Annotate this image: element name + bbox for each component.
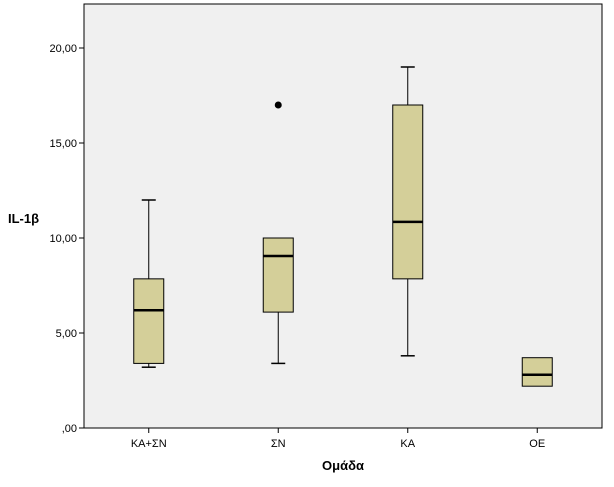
y-tick-label: ,00 — [62, 423, 77, 435]
x-tick-label: ΚΑ+ΣΝ — [131, 438, 167, 450]
box-iqr — [133, 278, 165, 364]
box-iqr — [521, 357, 553, 387]
y-axis-title: IL-1β — [8, 211, 39, 226]
box-iqr — [262, 237, 294, 313]
y-tick-label: 10,00 — [49, 233, 77, 245]
x-tick-label: ΣΝ — [271, 438, 286, 450]
y-tick-label: 20,00 — [49, 43, 77, 55]
box-group — [262, 101, 294, 365]
x-axis-title: Ομάδα — [322, 458, 364, 473]
x-tick-label: ΟΕ — [529, 438, 545, 450]
x-tick-label: ΚΑ — [400, 438, 415, 450]
box-group — [392, 66, 424, 357]
plot-area — [83, 3, 603, 429]
y-tick-label: 5,00 — [56, 328, 77, 340]
y-tick-label: 15,00 — [49, 138, 77, 150]
box-group — [521, 357, 553, 387]
box-group — [133, 199, 165, 368]
box-iqr — [392, 104, 424, 280]
outlier-point — [274, 101, 282, 109]
